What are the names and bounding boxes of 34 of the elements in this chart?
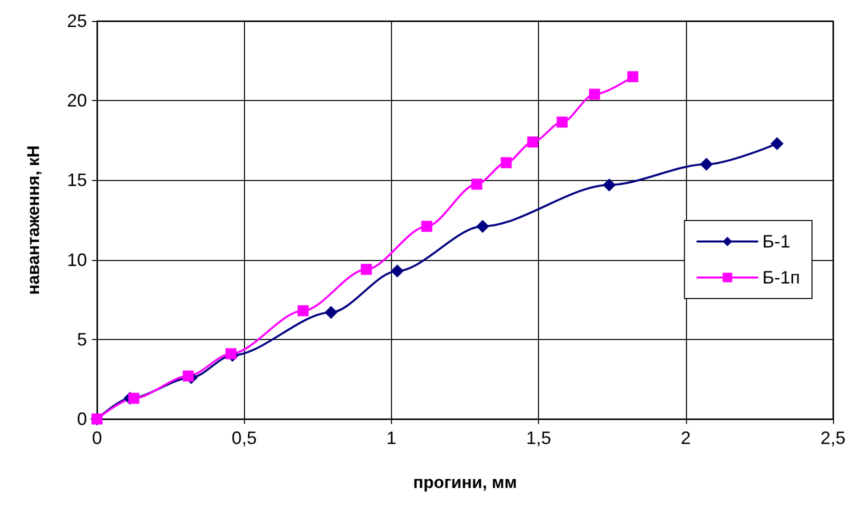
y-tick-label: 15 — [66, 170, 87, 190]
x-axis-title: прогини, мм — [413, 473, 517, 492]
x-tick-label: 1,5 — [526, 428, 552, 448]
point — [627, 71, 638, 82]
y-tick-label: 20 — [66, 90, 87, 111]
y-tick-label: 25 — [66, 11, 87, 31]
legend-label: Б-1п — [762, 268, 800, 288]
y-tick-label: 0 — [76, 409, 87, 429]
x-tick-label: 0,5 — [232, 428, 257, 448]
point — [128, 392, 140, 404]
point — [421, 220, 432, 232]
point — [390, 264, 404, 278]
point — [471, 178, 482, 190]
x-tick-label: 2,5 — [820, 428, 846, 448]
point — [476, 220, 490, 233]
point — [182, 370, 194, 382]
point — [589, 88, 600, 100]
legend-label: Б-1 — [762, 232, 790, 252]
point — [360, 264, 372, 275]
y-axis-title: навантаження, кН — [24, 145, 43, 295]
x-tick-label: 1 — [386, 428, 396, 448]
point — [225, 348, 236, 360]
y-tick-label: 5 — [76, 329, 87, 350]
point — [770, 137, 784, 150]
x-tick-label: 2 — [680, 428, 691, 448]
point — [298, 305, 309, 316]
point — [602, 178, 616, 192]
y-tick-label: 10 — [66, 250, 87, 270]
point — [556, 116, 568, 128]
point — [700, 158, 713, 171]
point — [324, 306, 338, 319]
point — [527, 136, 538, 148]
x-tick-label: 0 — [92, 428, 102, 448]
point — [500, 157, 512, 168]
